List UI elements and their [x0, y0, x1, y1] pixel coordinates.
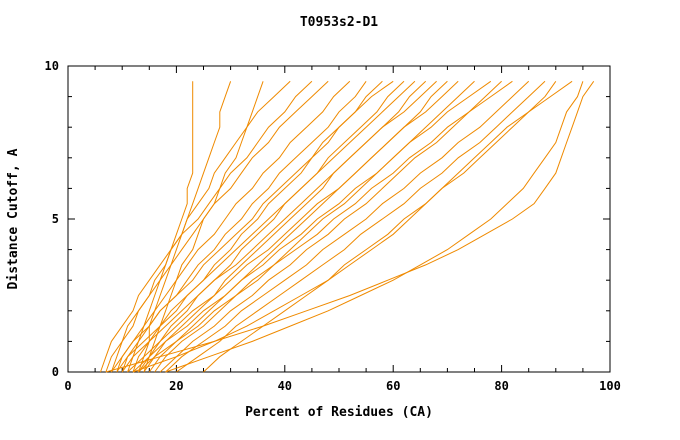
model-curve — [132, 80, 383, 373]
model-curve — [132, 80, 492, 373]
model-curve — [159, 80, 502, 373]
x-tick-label: 80 — [494, 379, 508, 393]
y-tick-label: 10 — [45, 59, 59, 73]
x-tick-label: 60 — [386, 379, 400, 393]
model-curve — [132, 80, 573, 373]
x-axis-label: Percent of Residues (CA) — [245, 405, 433, 420]
model-curve — [165, 80, 530, 373]
model-curve — [105, 80, 329, 373]
model-curve — [165, 81, 584, 373]
model-curve — [176, 80, 546, 373]
x-tick-label: 100 — [599, 379, 621, 393]
tick-labels: 0 20 40 60 80 100 0 5 10 — [45, 59, 621, 393]
model-curve — [110, 80, 291, 373]
model-curve — [143, 81, 264, 373]
y-axis-label: Distance Cutoff, A — [6, 148, 21, 289]
model-curve — [121, 80, 437, 373]
axis-ticks — [67, 65, 611, 373]
model-curve — [127, 80, 459, 373]
x-tick-label: 20 — [169, 379, 183, 393]
model-curve — [127, 81, 194, 373]
model-curve — [138, 80, 405, 373]
model-curve — [203, 81, 557, 373]
model-curve — [138, 80, 513, 373]
series-lines — [100, 80, 595, 373]
y-tick-label: 5 — [52, 212, 59, 226]
y-tick-label: 0 — [52, 365, 59, 379]
chart-title: T0953s2-D1 — [300, 15, 378, 30]
model-curve — [110, 80, 394, 373]
model-curve — [105, 81, 595, 373]
x-tick-label: 0 — [64, 379, 71, 393]
x-tick-label: 40 — [278, 379, 292, 393]
model-curve — [116, 80, 351, 373]
model-curve — [116, 80, 416, 373]
model-curve — [154, 80, 475, 373]
model-curve — [100, 80, 313, 373]
